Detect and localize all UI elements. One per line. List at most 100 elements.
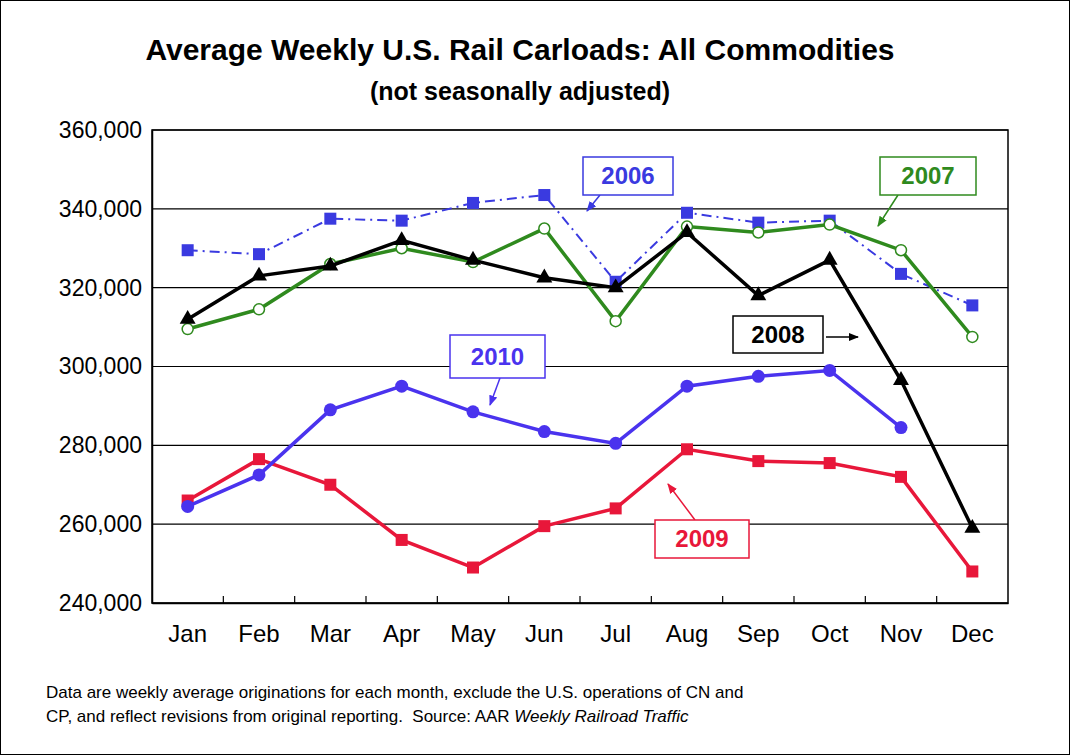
x-tick-label: Mar bbox=[310, 620, 351, 647]
data-point bbox=[467, 562, 479, 574]
data-point bbox=[609, 437, 622, 450]
data-point bbox=[964, 519, 980, 533]
x-divider bbox=[223, 596, 224, 603]
series bbox=[182, 443, 979, 577]
series-line bbox=[188, 449, 973, 571]
x-tick: Sep bbox=[737, 603, 780, 647]
x-divider bbox=[936, 596, 937, 603]
series bbox=[182, 189, 979, 311]
y-axis: 240,000260,000280,000300,000320,000340,0… bbox=[59, 117, 153, 616]
y-tick-label: 340,000 bbox=[59, 196, 142, 222]
data-point bbox=[679, 223, 695, 237]
x-tick-label: May bbox=[450, 620, 495, 647]
x-tick-label: Oct bbox=[811, 620, 849, 647]
data-point bbox=[465, 251, 481, 265]
series-line bbox=[188, 370, 901, 506]
data-point bbox=[253, 453, 265, 465]
data-point bbox=[324, 213, 336, 225]
y-tick: 300,000 bbox=[59, 353, 152, 379]
data-point bbox=[752, 455, 764, 467]
x-tick: Mar bbox=[310, 603, 351, 647]
x-tick: Jul bbox=[600, 603, 631, 647]
data-point bbox=[896, 245, 907, 256]
chart: Average Weekly U.S. Rail Carloads: All C… bbox=[0, 0, 1070, 755]
series bbox=[182, 219, 978, 342]
x-tick-label: Sep bbox=[737, 620, 780, 647]
data-point bbox=[467, 197, 479, 209]
grid-line bbox=[152, 208, 1008, 209]
series-labels: 20062007200820092010 bbox=[450, 157, 976, 558]
x-divider bbox=[865, 596, 866, 603]
x-divider bbox=[651, 596, 652, 603]
x-tick-label: Jul bbox=[600, 620, 631, 647]
label-arrow bbox=[878, 195, 898, 226]
data-point bbox=[966, 299, 978, 311]
data-point bbox=[753, 227, 764, 238]
x-divider bbox=[722, 596, 723, 603]
data-point bbox=[395, 380, 408, 393]
source-title: Weekly Railroad Traffic bbox=[514, 707, 689, 726]
y-axis-line bbox=[152, 131, 154, 604]
grid-line bbox=[152, 287, 1008, 288]
data-point bbox=[324, 479, 336, 491]
series-label: 2008 bbox=[751, 321, 804, 348]
x-tick: Feb bbox=[238, 603, 279, 647]
x-tick-label: Feb bbox=[238, 620, 279, 647]
data-point bbox=[182, 324, 193, 335]
x-divider bbox=[365, 596, 366, 603]
x-tick: Aug bbox=[666, 603, 709, 647]
data-point bbox=[824, 219, 835, 230]
data-point bbox=[396, 215, 408, 227]
data-point bbox=[253, 248, 265, 260]
x-tick-label: Jun bbox=[525, 620, 564, 647]
x-tick-label: Dec bbox=[951, 620, 994, 647]
data-point bbox=[251, 267, 267, 281]
y-tick-label: 280,000 bbox=[59, 432, 142, 458]
data-point bbox=[824, 457, 836, 469]
data-point bbox=[394, 231, 410, 245]
footnote-line: CP, and reflect revisions from original … bbox=[46, 707, 689, 726]
label-box bbox=[880, 157, 976, 195]
data-point bbox=[895, 268, 907, 280]
footnote-text: CP, and reflect revisions from original … bbox=[46, 707, 514, 726]
series-line bbox=[188, 225, 973, 337]
data-point bbox=[538, 425, 551, 438]
y-tick: 340,000 bbox=[59, 196, 152, 222]
data-point bbox=[182, 244, 194, 256]
data-point bbox=[536, 269, 552, 283]
data-point bbox=[539, 223, 550, 234]
y-tick: 260,000 bbox=[59, 511, 152, 537]
data-point bbox=[467, 405, 480, 418]
data-point bbox=[681, 443, 693, 455]
x-tick: Jan bbox=[168, 603, 207, 647]
x-divider bbox=[437, 596, 438, 603]
series-label: 2009 bbox=[675, 525, 728, 552]
label-box bbox=[655, 520, 749, 558]
x-tick-label: Nov bbox=[880, 620, 923, 647]
x-axis: JanFebMarAprMayJunJulAugSepOctNovDec bbox=[153, 603, 1009, 647]
label-arrow bbox=[826, 336, 858, 338]
series-label: 2010 bbox=[471, 343, 524, 370]
data-point bbox=[966, 565, 978, 577]
data-point bbox=[681, 380, 694, 393]
data-point bbox=[681, 207, 693, 219]
y-tick: 360,000 bbox=[59, 117, 152, 143]
data-point bbox=[610, 502, 622, 514]
data-point bbox=[610, 316, 621, 327]
x-tick-label: Aug bbox=[666, 620, 709, 647]
grid-line bbox=[152, 524, 1008, 525]
series-line bbox=[188, 232, 973, 528]
data-point bbox=[895, 471, 907, 483]
footnote-line: Data are weekly average originations for… bbox=[46, 683, 743, 702]
x-divider bbox=[508, 596, 509, 603]
y-tick-label: 260,000 bbox=[59, 511, 142, 537]
data-point bbox=[822, 251, 838, 265]
data-point bbox=[396, 534, 408, 546]
x-dividers bbox=[223, 596, 936, 603]
data-point bbox=[608, 278, 624, 292]
series-label: 2006 bbox=[601, 162, 654, 189]
grid-line bbox=[152, 445, 1008, 446]
data-point bbox=[823, 364, 836, 377]
data-point bbox=[893, 371, 909, 385]
data-point bbox=[180, 310, 196, 324]
